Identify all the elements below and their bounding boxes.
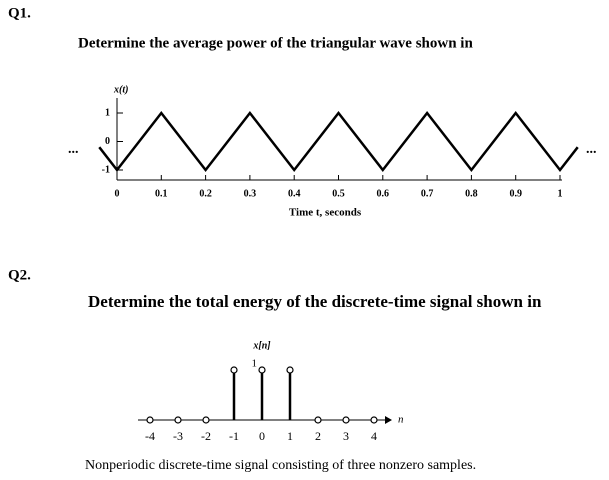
stem-head — [146, 416, 154, 424]
x-tick-label: 0.3 — [244, 188, 257, 199]
ellipsis: ... — [586, 142, 597, 157]
x-tick-label: 4 — [371, 429, 377, 443]
x-label: n — [398, 414, 404, 426]
ellipsis: ... — [68, 142, 79, 157]
stem-head — [370, 416, 378, 424]
stem-head — [342, 416, 350, 424]
y-label: x(t) — [113, 84, 128, 95]
x-tick-label: 0.8 — [465, 188, 478, 199]
stem-head — [202, 416, 210, 424]
x-tick-label: 0.1 — [155, 188, 168, 199]
y-tick-label: 0 — [105, 136, 110, 147]
x-tick-label: 3 — [343, 429, 349, 443]
stem-head — [174, 416, 182, 424]
q2-text: Determine the total energy of the discre… — [88, 292, 542, 311]
x-tick-label: -4 — [145, 429, 155, 443]
x-tick-label: -2 — [201, 429, 211, 443]
caption: Nonperiodic discrete-time signal consist… — [85, 458, 476, 473]
q2-label: Q2. — [8, 267, 31, 283]
x-tick-label: 0 — [259, 429, 265, 443]
x-tick-label: 0.5 — [332, 188, 345, 199]
axis-arrow — [385, 416, 392, 424]
wave — [98, 110, 579, 173]
q1-text: Determine the average power of the trian… — [78, 35, 473, 51]
stem-head — [230, 366, 238, 374]
stem-head — [258, 366, 266, 374]
x-tick-label: 1 — [558, 188, 563, 199]
y-label: x[n] — [252, 340, 271, 351]
x-tick-label: 0.9 — [509, 188, 522, 199]
x-tick-label: -1 — [229, 429, 239, 443]
x-tick-label: 2 — [315, 429, 321, 443]
y-tick-label: 1 — [105, 107, 110, 118]
x-tick-label: 0.6 — [377, 188, 390, 199]
stem-head — [286, 366, 294, 374]
x-tick-label: 0.4 — [288, 188, 301, 199]
x-tick-label: -3 — [173, 429, 183, 443]
x-tick-label: 1 — [287, 429, 293, 443]
x-tick-label: 0.2 — [199, 188, 212, 199]
y-tick-label: 1 — [252, 358, 258, 370]
stem-head — [314, 416, 322, 424]
q1-label: Q1. — [8, 5, 31, 21]
x-tick-label: 0 — [115, 188, 120, 199]
x-label: Time t, seconds — [289, 207, 362, 219]
x-tick-label: 0.7 — [421, 188, 434, 199]
y-tick-label: -1 — [102, 164, 110, 175]
